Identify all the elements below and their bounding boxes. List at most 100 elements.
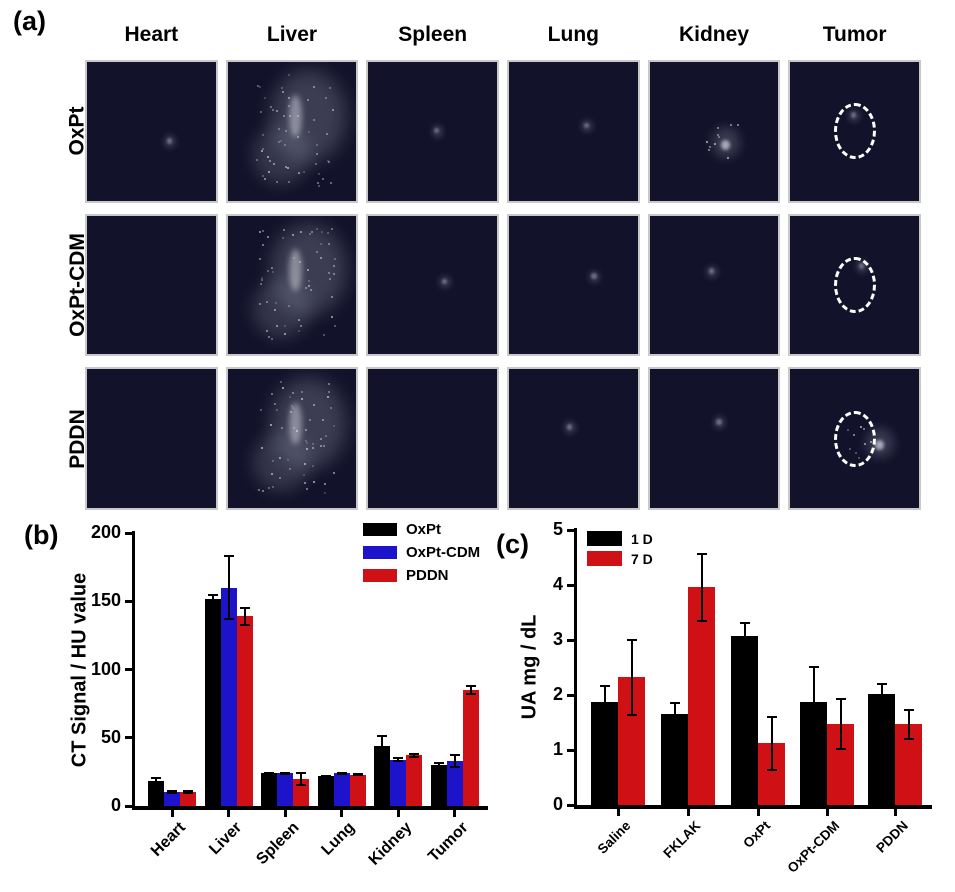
scan-image <box>85 367 218 510</box>
bar <box>333 773 350 806</box>
error-bar-cap <box>808 665 819 668</box>
signal-blob <box>874 440 884 450</box>
error-bar-cap <box>223 554 234 557</box>
scan-image <box>85 213 218 357</box>
error-bar-cap <box>876 682 887 685</box>
signal-blob <box>564 421 576 434</box>
signal-blob <box>566 424 572 430</box>
error-bar-cap <box>876 702 887 705</box>
error-bar-line <box>211 594 214 603</box>
y-axis-tick <box>567 693 575 697</box>
signal-blob <box>253 279 310 338</box>
error-bar-cap <box>696 552 707 555</box>
bar <box>164 792 180 806</box>
scan-image <box>507 213 640 357</box>
y-axis-tick <box>567 748 575 752</box>
y-axis-tick <box>125 668 133 671</box>
signal-speckles <box>790 369 792 371</box>
legend-swatch <box>363 569 397 582</box>
error-bar-cap <box>207 594 218 597</box>
scan-image <box>647 213 781 357</box>
error-bar-cap <box>393 760 403 763</box>
bar <box>688 587 715 805</box>
x-axis-tick <box>616 808 620 816</box>
y-tick-label: 3 <box>552 629 563 649</box>
legend-swatch <box>363 546 397 559</box>
error-bar-cap <box>599 685 610 688</box>
y-axis-tick <box>567 803 575 807</box>
x-axis-tick <box>170 809 174 817</box>
signal-blob <box>271 70 347 162</box>
error-bar-cap <box>766 715 777 718</box>
error-bar-cap <box>903 708 914 711</box>
y-tick-label: 1 <box>552 739 563 759</box>
legend-swatch <box>587 551 622 566</box>
signal-blob <box>716 418 722 425</box>
error-bar-line <box>453 754 456 768</box>
scan-grid <box>85 60 921 510</box>
error-bar-line <box>603 685 606 719</box>
error-bar-cap <box>167 792 177 795</box>
x-axis-tick <box>756 808 760 816</box>
bar <box>180 792 196 806</box>
signal-speckles <box>650 62 652 64</box>
x-axis-tick <box>825 808 829 816</box>
category-label: Lung <box>318 819 359 859</box>
signal-speckles <box>228 369 230 371</box>
signal-blob <box>164 135 177 148</box>
error-bar-cap <box>336 772 347 775</box>
signal-blob <box>713 416 726 429</box>
scan-image <box>225 60 359 203</box>
panel-c-label: (c) <box>496 529 529 559</box>
error-bar-line <box>673 701 676 727</box>
scan-image <box>507 60 640 203</box>
signal-blob <box>271 223 347 316</box>
error-bar-line <box>812 665 815 738</box>
signal-blob <box>581 120 593 133</box>
signal-blob <box>253 125 310 185</box>
organ-header: Spleen <box>398 23 468 46</box>
scan-image <box>225 213 359 357</box>
category-label: Kidney <box>365 819 416 869</box>
error-bar-cap <box>739 621 750 624</box>
bar <box>204 598 221 806</box>
ua-chart: (c) UA mg / dL 0 1 2 3 4 5 Saline FKLAK OxPt OxPt… <box>490 510 955 892</box>
y-tick-label: 100 <box>90 658 121 679</box>
signal-blob <box>439 275 451 289</box>
category-label: PDDN <box>872 818 911 856</box>
y-axis-tick <box>567 638 575 642</box>
signal-blob <box>167 138 173 144</box>
category-label: Tumor <box>425 819 472 866</box>
signal-blob <box>708 268 715 274</box>
error-bar-cap <box>626 638 637 641</box>
error-bar-cap <box>696 619 707 622</box>
y-axis-line <box>132 531 135 810</box>
x-axis-tick <box>686 808 690 816</box>
bar <box>220 587 237 806</box>
error-bar-cap <box>465 684 476 687</box>
error-bar-cap <box>739 648 750 651</box>
signal-blob <box>441 278 447 285</box>
bar <box>868 693 895 805</box>
category-label: OxPt <box>740 818 774 851</box>
x-axis-line <box>574 805 932 809</box>
y-tick-label: 2 <box>552 684 563 704</box>
bar <box>148 781 164 806</box>
scan-image <box>788 213 921 357</box>
signal-blob <box>253 433 310 492</box>
panel-b-label: (b) <box>24 520 59 550</box>
bar <box>661 714 688 805</box>
x-axis-tick <box>453 809 456 817</box>
error-bar-cap <box>377 754 387 757</box>
error-bar-cap <box>626 713 637 716</box>
error-bar-cap <box>239 606 250 609</box>
y-axis-tick <box>567 528 575 532</box>
error-bar-cap <box>352 773 363 776</box>
signal-blob <box>289 248 303 291</box>
signal-blob <box>289 95 303 137</box>
error-bar-cap <box>835 748 846 750</box>
bar <box>277 773 293 806</box>
error-bar-line <box>700 552 703 622</box>
organ-header: Lung <box>547 23 599 46</box>
